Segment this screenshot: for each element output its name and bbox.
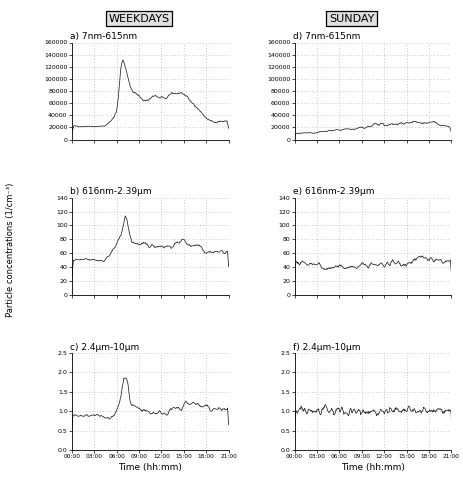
Text: d) 7nm-615nm: d) 7nm-615nm <box>293 32 360 41</box>
Text: Particle concentrations (1/cm⁻³): Particle concentrations (1/cm⁻³) <box>6 183 15 317</box>
Text: WEEKDAYS: WEEKDAYS <box>108 14 169 24</box>
X-axis label: Time (hh:mm): Time (hh:mm) <box>341 464 405 472</box>
Text: SUNDAY: SUNDAY <box>329 14 375 24</box>
Text: e) 616nm-2.39μm: e) 616nm-2.39μm <box>293 188 375 196</box>
Text: f) 2.4μm-10μm: f) 2.4μm-10μm <box>293 342 361 351</box>
X-axis label: Time (hh:mm): Time (hh:mm) <box>118 464 182 472</box>
Text: c) 2.4μm-10μm: c) 2.4μm-10μm <box>70 342 139 351</box>
Text: b) 616nm-2.39μm: b) 616nm-2.39μm <box>70 188 152 196</box>
Text: a) 7nm-615nm: a) 7nm-615nm <box>70 32 138 41</box>
